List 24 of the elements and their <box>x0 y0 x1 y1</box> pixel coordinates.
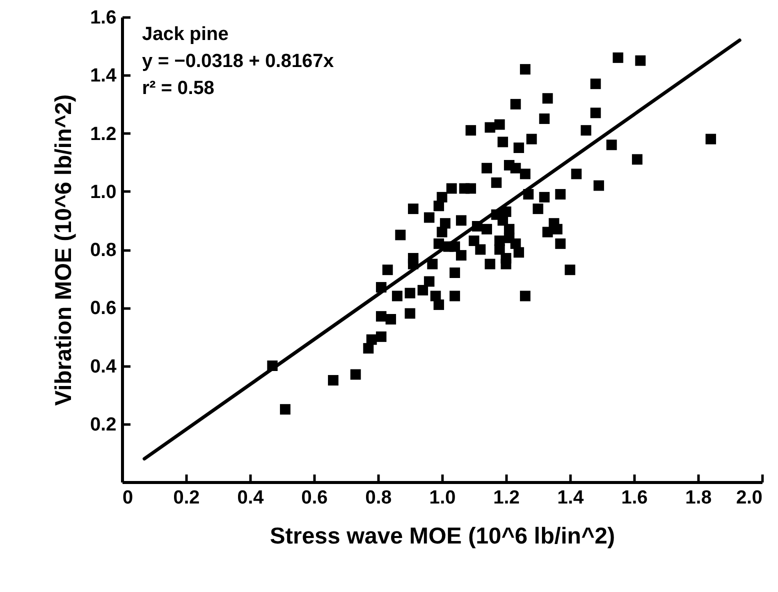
y-tick-label: 1.6 <box>90 8 116 28</box>
x-tick-label: 1.6 <box>621 488 648 508</box>
x-tick-label: 1.4 <box>557 488 584 508</box>
y-tick-label: 0.4 <box>90 356 117 378</box>
y-tick-label: 1.4 <box>90 66 117 87</box>
y-tick-label: 0.8 <box>90 240 116 261</box>
x-tick-label: 0 <box>122 488 134 508</box>
x-tick-label: 1.0 <box>429 488 456 508</box>
x-tick-label: 1.8 <box>685 488 712 508</box>
x-tick-label: 0.8 <box>365 488 392 508</box>
x-tick-label: 2.0 <box>736 488 762 508</box>
x-tick-label: 1.2 <box>493 488 520 508</box>
y-tick-label: 1.0 <box>90 182 116 203</box>
y-axis-title: Vibration MOE (10^6 lb/in^2) <box>50 94 76 406</box>
y-tick-label: 0.2 <box>90 414 116 436</box>
y-tick-label: 0.6 <box>90 298 116 320</box>
x-axis-title: Stress wave MOE (10^6 lb/in^2) <box>270 522 616 548</box>
x-tick-label: 0.2 <box>173 488 200 508</box>
x-tick-label: 0.4 <box>237 488 264 508</box>
annotation: r² = 0.58 <box>142 78 214 99</box>
annotation: y = −0.0318 + 0.8167x <box>142 51 334 72</box>
annotation: Jack pine <box>142 24 229 45</box>
x-tick-label: 0.6 <box>301 488 328 508</box>
y-tick-label: 1.2 <box>90 124 116 145</box>
